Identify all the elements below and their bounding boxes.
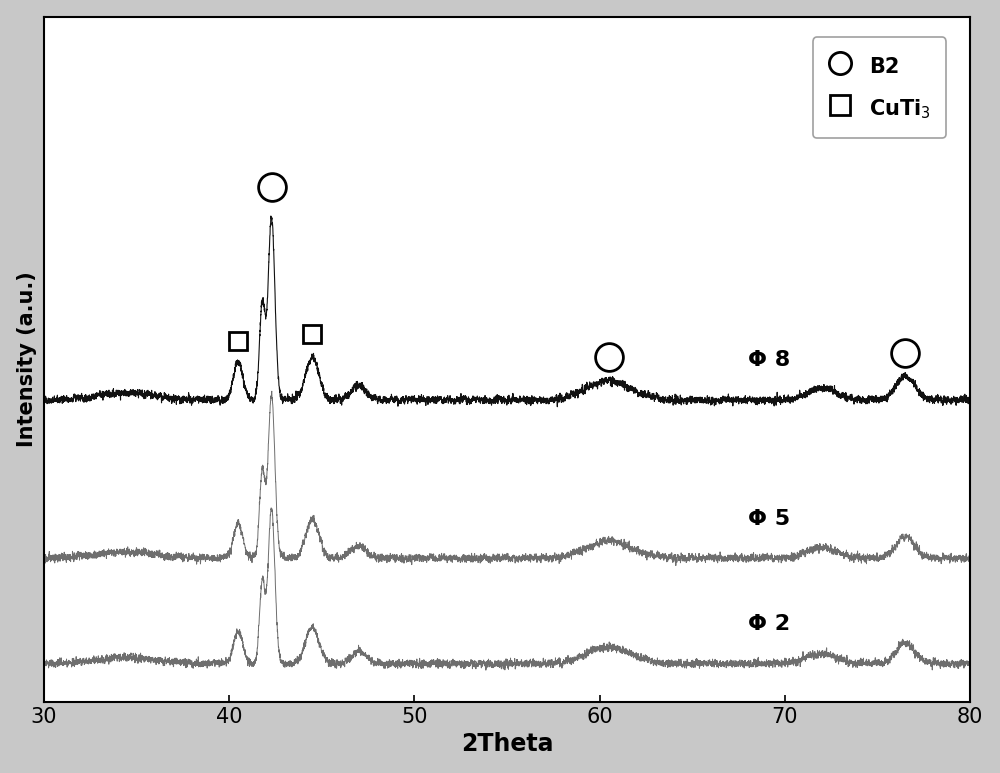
Text: Φ 8: Φ 8 — [748, 350, 790, 370]
Text: Φ 5: Φ 5 — [748, 509, 790, 529]
X-axis label: 2Theta: 2Theta — [461, 732, 553, 756]
Text: Φ 2: Φ 2 — [748, 614, 790, 634]
Y-axis label: Intensity (a.u.): Intensity (a.u.) — [17, 271, 37, 447]
Legend: B2, CuTi$_3$: B2, CuTi$_3$ — [813, 37, 946, 138]
